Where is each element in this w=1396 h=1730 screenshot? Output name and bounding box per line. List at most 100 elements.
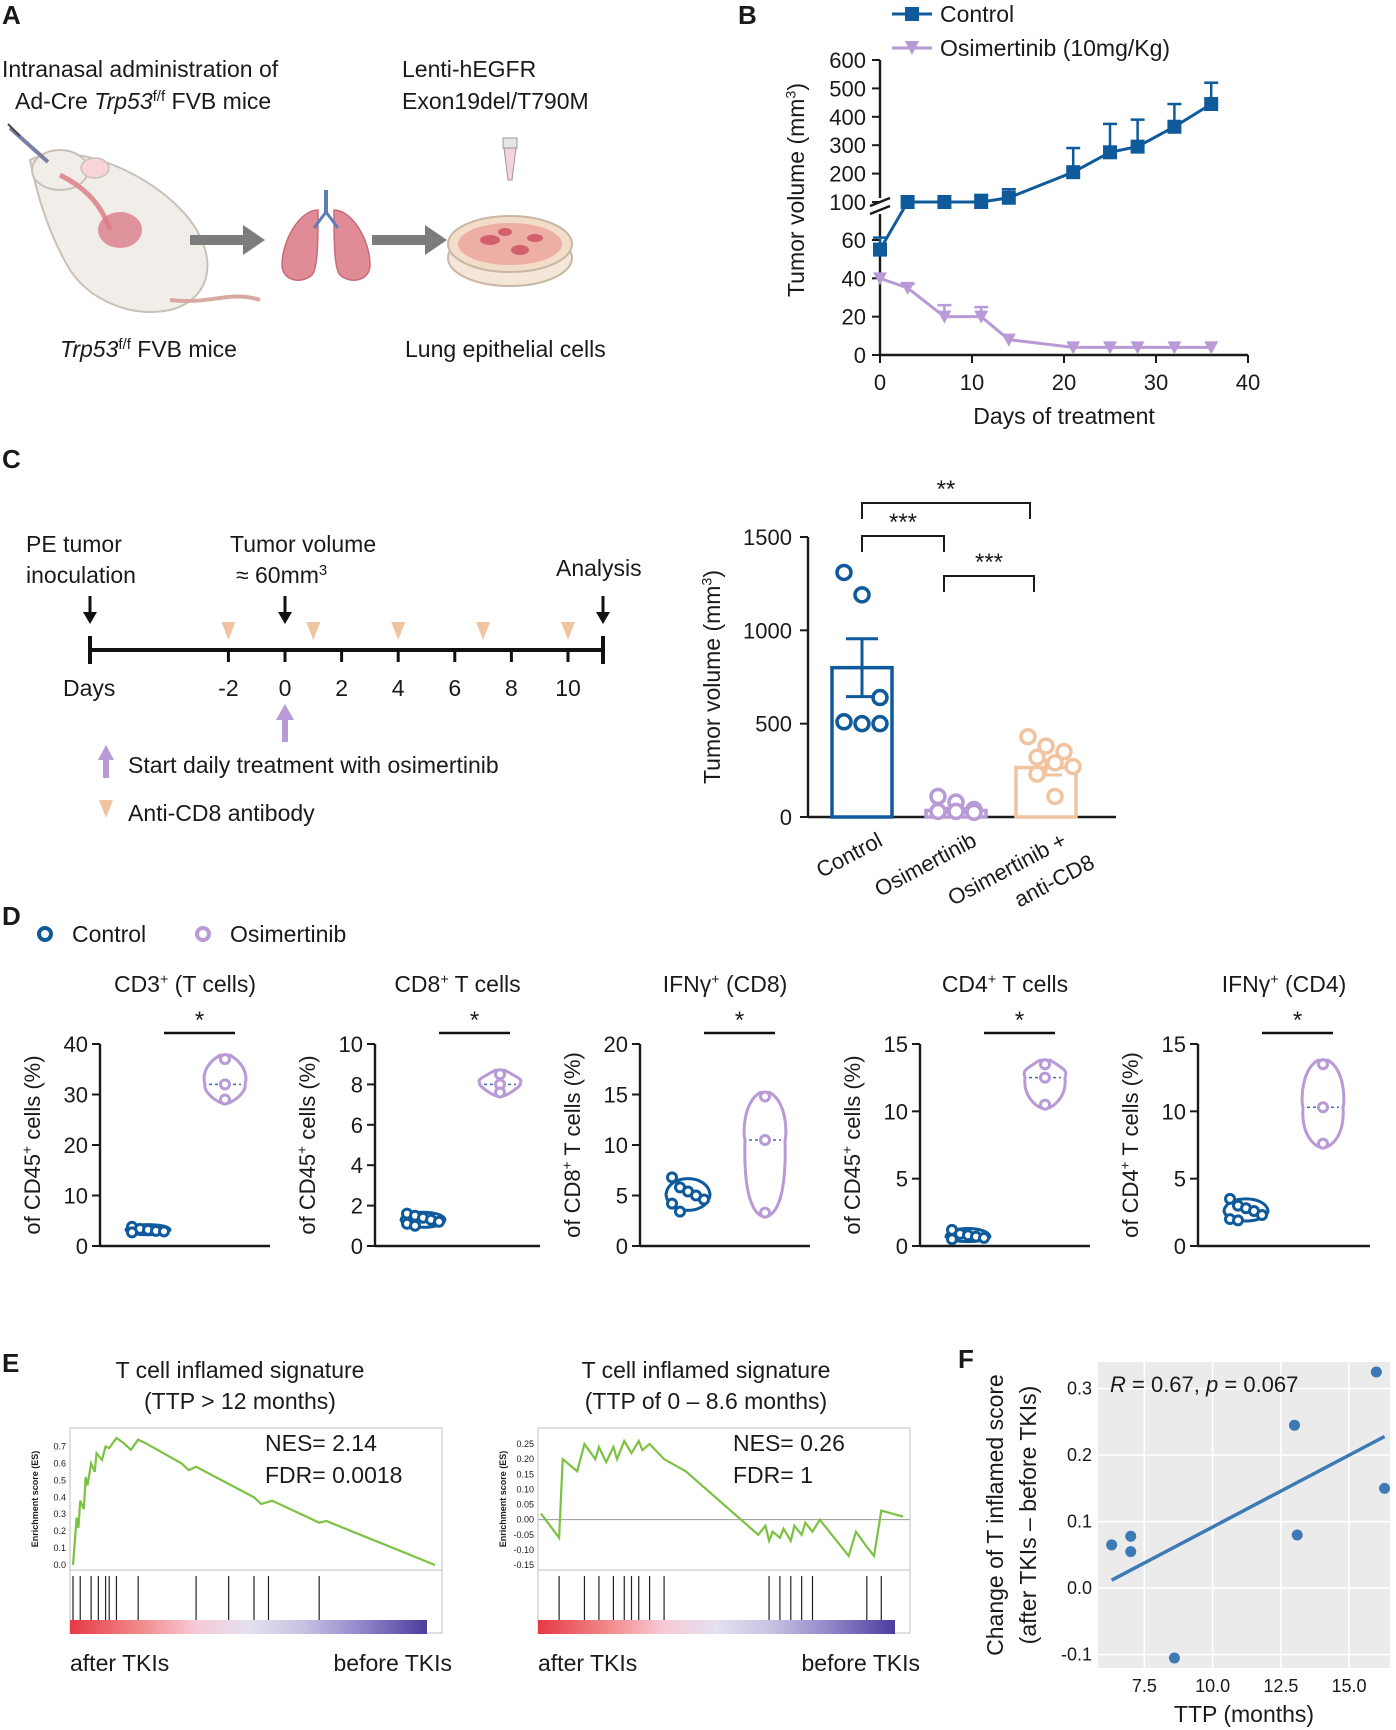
violin-sig-label: * xyxy=(735,1007,744,1034)
legend-treatment-arrow-icon xyxy=(98,745,114,760)
legend-control-label: Control xyxy=(72,921,146,947)
treatment-start-arrow-icon xyxy=(276,704,294,720)
violin-y-tick-label: 0 xyxy=(1174,1234,1186,1259)
y-tick-label: 20 xyxy=(842,305,866,330)
violin-y-tick-label: 4 xyxy=(351,1153,363,1178)
data-point-control xyxy=(937,195,952,209)
series-line-control xyxy=(878,102,1212,251)
violin-control-point xyxy=(1224,1192,1236,1205)
sig-control-vs-osimertinib-label: *** xyxy=(889,509,917,536)
data-point-osimertinib xyxy=(1167,341,1182,355)
scatter-point xyxy=(1379,1482,1391,1494)
panel-e: E T cell inflamed signature (TTP > 12 mon… xyxy=(2,1348,920,1676)
violin-y-tick-label: 20 xyxy=(604,1032,628,1057)
scatter-point xyxy=(1125,1546,1137,1558)
timeline-event2-line1: Tumor volume xyxy=(230,531,376,557)
analysis-arrow-icon xyxy=(596,612,610,624)
timeline-event2-line2: ≈ 60mm3 xyxy=(236,562,327,588)
x-tick-label: 30 xyxy=(1144,370,1168,395)
bar-data-point xyxy=(871,714,889,733)
violin-control-point xyxy=(978,1231,990,1244)
panel-a-mouse-caption: Trp53f/f FVB mice xyxy=(60,336,237,362)
legend-antibody-triangle-icon xyxy=(99,800,113,818)
timeline-tick-label: -2 xyxy=(218,675,238,701)
violin-y-axis-title: of CD45+ cells (%) xyxy=(20,1055,45,1234)
x-tick-label: 0 xyxy=(874,370,886,395)
panel-c-label: C xyxy=(2,444,21,474)
scatter-point xyxy=(1288,1419,1300,1431)
violin-title: CD4+ T cells xyxy=(942,971,1068,997)
violin-y-tick-label: 5 xyxy=(896,1167,908,1192)
violin-osimertinib-point xyxy=(1317,1101,1329,1114)
violin-control-point xyxy=(409,1219,421,1232)
treatment-start-arrow-icon xyxy=(282,718,288,742)
panel-a-step1-line2: Ad-Cre Trp53f/f FVB mice xyxy=(15,88,271,114)
panel-c: C PE tumor inoculation Tumor volume ≈ 60… xyxy=(2,444,1116,912)
violin-osimertinib-point xyxy=(1039,1058,1051,1071)
gsea-y-axis-title: Enrichment score (ES) xyxy=(498,1451,508,1548)
data-point-control xyxy=(1167,119,1182,134)
gsea-rank-gradient xyxy=(70,1620,427,1634)
y-tick-label: 60 xyxy=(842,228,866,253)
violin-y-tick-label: 6 xyxy=(351,1113,363,1138)
violin-osimertinib-point xyxy=(1317,1058,1329,1071)
violin-y-tick-label: 8 xyxy=(351,1072,363,1097)
gsea-enrichment-line xyxy=(540,1438,904,1559)
arrow-icon xyxy=(372,225,447,255)
bar-data-point xyxy=(1046,754,1064,772)
violin-y-tick-label: 10 xyxy=(1162,1099,1186,1124)
bar-data-point xyxy=(929,787,947,806)
lung-icon xyxy=(281,190,371,281)
scatter-point xyxy=(1291,1529,1303,1541)
violin-y-tick-label: 10 xyxy=(64,1184,88,1209)
scatter-x-tick-label: 7.5 xyxy=(1132,1676,1157,1696)
violin-chart-2: 0 5 10 15 20 IFNγ+ (CD8) of CD8+ T cells (%) * xyxy=(560,971,810,1259)
panel-a-step2-line2: Exon19del/T790M xyxy=(402,88,589,114)
violin-osimertinib-point xyxy=(759,1133,771,1146)
bar-data-point xyxy=(853,714,871,733)
scatter-annotation: R = 0.67, p = 0.067 xyxy=(1110,1372,1298,1397)
data-point-control xyxy=(1103,145,1117,160)
scatter-x-axis-title: TTP (months) xyxy=(1174,1701,1314,1727)
gsea-y-tick-label: -0.05 xyxy=(513,1530,534,1540)
data-point-osimertinib xyxy=(900,281,915,295)
violin-sig-label: * xyxy=(1015,1007,1024,1034)
scatter-fit-line xyxy=(1110,1434,1386,1582)
scatter-background xyxy=(1098,1362,1390,1668)
legend-control-label: Control xyxy=(940,1,1014,27)
anti-cd8-injection-icon xyxy=(221,622,236,640)
sig-control-vs-anticd8-label: ** xyxy=(937,476,956,503)
start-arrow-icon xyxy=(83,612,97,624)
violin-title: CD3+ (T cells) xyxy=(114,971,256,997)
violin-osimertinib-point xyxy=(1039,1071,1051,1084)
scatter-point xyxy=(1370,1366,1382,1378)
scatter-point xyxy=(1106,1539,1118,1551)
violin-y-tick-label: 15 xyxy=(604,1083,628,1108)
gsea-y-tick-label: 0.5 xyxy=(53,1475,66,1485)
violin-osimertinib-point xyxy=(759,1206,771,1219)
x-tick-label: 20 xyxy=(1052,370,1076,395)
legend-osimertinib-label: Osimertinib xyxy=(230,921,346,947)
sig-osimertinib-vs-anticd8 xyxy=(943,575,1035,592)
panel-a-label: A xyxy=(2,0,21,30)
bar-data-point xyxy=(1046,787,1064,806)
violin-y-tick-label: 0 xyxy=(351,1234,363,1259)
zero-arrow-icon xyxy=(278,612,292,624)
panel-b-legend: Control Osimertinib (10mg/Kg) xyxy=(892,1,1170,61)
gsea-left-label: after TKIs xyxy=(538,1650,637,1676)
scatter-y-tick-label: 0.2 xyxy=(1067,1445,1092,1465)
y-tick-label: 600 xyxy=(829,48,866,73)
gsea-y-tick-label: 0.7 xyxy=(53,1441,66,1451)
gsea-title-line2: (TTP > 12 months) xyxy=(144,1388,336,1414)
bar-data-point xyxy=(1055,742,1073,761)
x-tick-label: 10 xyxy=(960,370,984,395)
violin-osimertinib xyxy=(742,1091,788,1219)
scatter-y-axis-title-line1: Change of T inflamed score xyxy=(982,1374,1008,1656)
scatter-x-tick-label: 10.0 xyxy=(1195,1676,1230,1696)
panel-e-label: E xyxy=(2,1348,19,1378)
y-tick-label: 300 xyxy=(829,133,866,158)
violin-y-axis-title: of CD8+ T cells (%) xyxy=(560,1052,585,1238)
violin-chart-4: 0 5 10 15 IFNγ+ (CD4) of CD4+ T cells (%) * xyxy=(1118,971,1370,1259)
violin-chart-3: 0 5 10 15 CD4+ T cells of CD45+ cells (%) * xyxy=(840,971,1090,1259)
violin-y-axis-title: of CD4+ T cells (%) xyxy=(1118,1052,1143,1238)
